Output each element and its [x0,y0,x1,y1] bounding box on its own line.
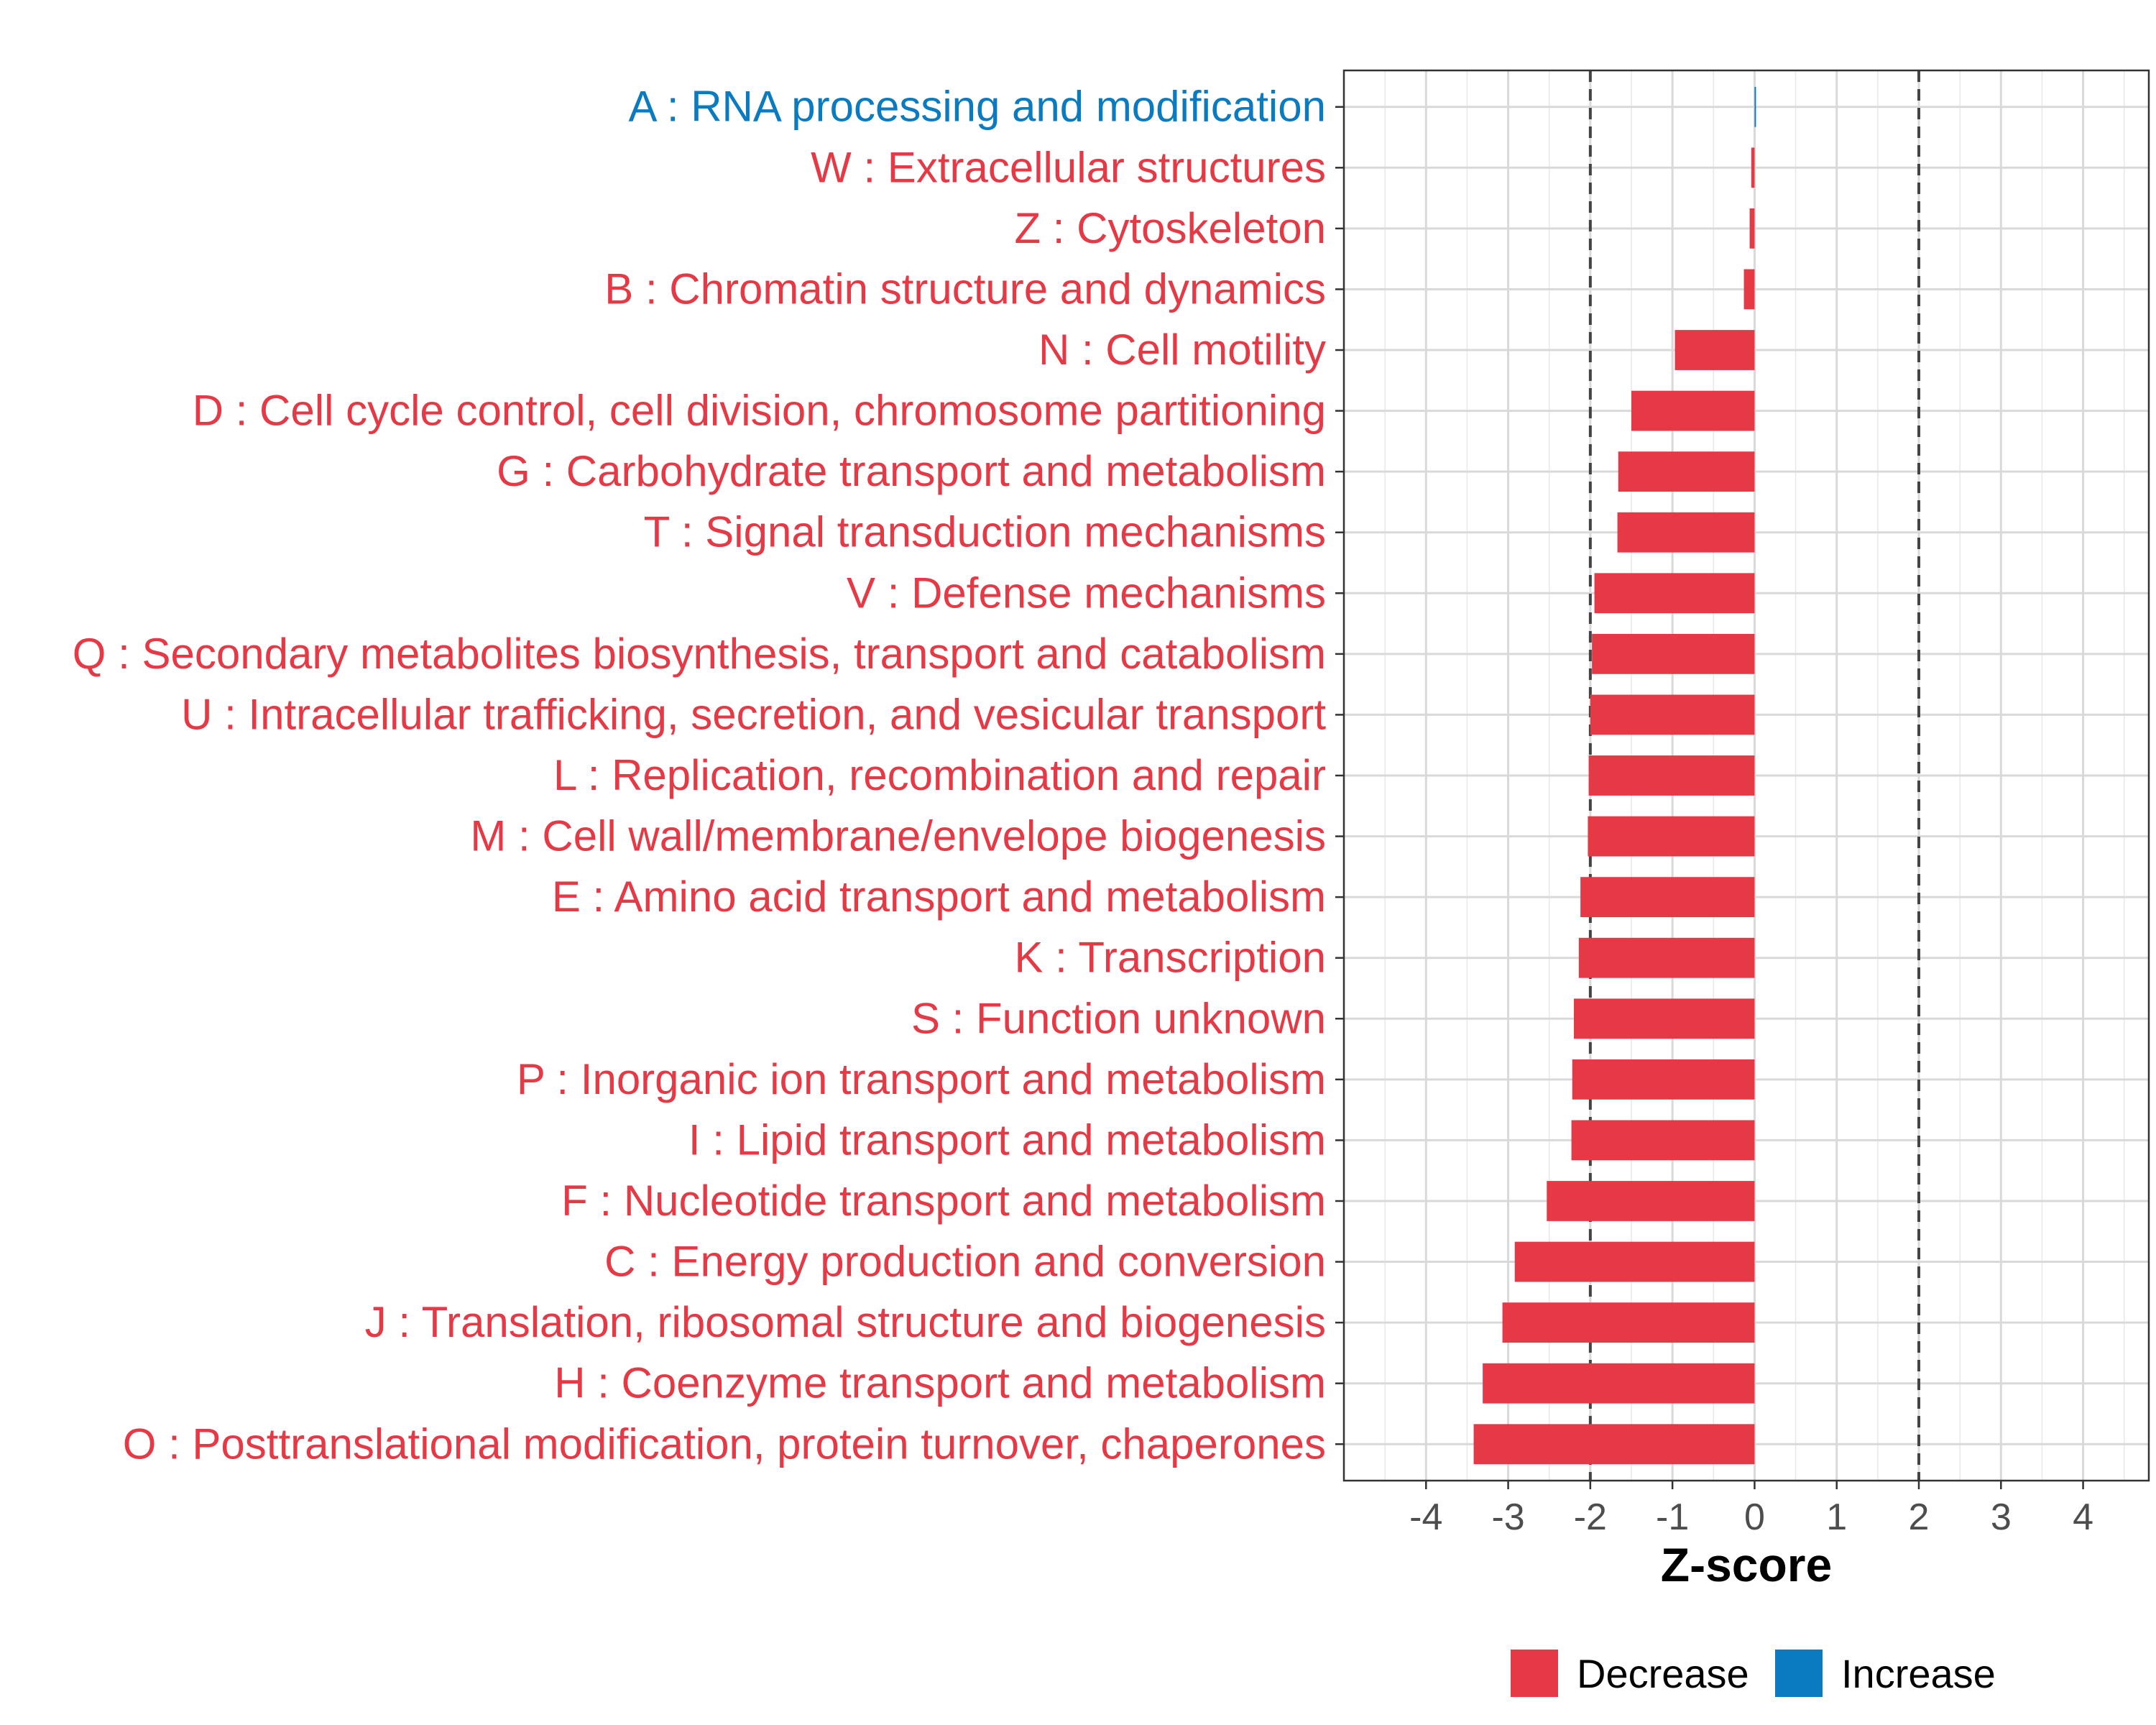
bar [1588,755,1755,796]
legend-swatch-decrease [1511,1650,1558,1697]
category-label: G : Carbohydrate transport and metabolis… [497,447,1326,495]
legend: Decrease Increase [1511,1650,1996,1697]
bar [1502,1302,1755,1343]
category-label: Q : Secondary metabolites biosynthesis, … [73,630,1326,678]
x-tick-label: 1 [1826,1496,1847,1538]
category-label: M : Cell wall/membrane/envelope biogenes… [470,812,1326,860]
x-tick-label: -3 [1491,1496,1524,1538]
bar [1580,877,1755,918]
x-tick-label: -1 [1656,1496,1689,1538]
bar [1514,1241,1755,1282]
x-tick-label: 2 [1909,1496,1930,1538]
category-label: H : Coenzyme transport and metabolism [554,1359,1326,1407]
category-label: A : RNA processing and modification [628,83,1326,131]
bar [1674,330,1755,370]
legend-label-increase: Increase [1841,1651,1996,1696]
reference-lines [1588,70,1920,1481]
category-label: L : Replication, recombination and repai… [553,751,1326,799]
bar [1588,816,1755,857]
bar [1590,694,1755,735]
category-label: C : Energy production and conversion [604,1238,1326,1286]
x-axis-ticks: -4 -3 -2 -1 0 1 2 3 4 [1409,1481,2093,1538]
category-label: D : Cell cycle control, cell division, c… [193,387,1326,435]
bar [1743,269,1755,310]
x-tick-label: -2 [1574,1496,1607,1538]
bar [1547,1181,1755,1221]
category-label: B : Chromatin structure and dynamics [604,264,1326,313]
bar [1574,998,1755,1039]
category-labels: A : RNA processing and modification W : E… [73,83,1344,1468]
bar [1594,573,1755,614]
category-label: P : Inorganic ion transport and metaboli… [517,1055,1326,1103]
category-label: V : Defense mechanisms [847,569,1326,617]
bar [1473,1424,1755,1465]
bar [1592,633,1755,674]
x-tick-label: 0 [1744,1496,1765,1538]
x-axis-title: Z-score [1661,1538,1832,1591]
category-label: N : Cell motility [1038,326,1326,374]
category-label: E : Amino acid transport and metabolism [552,873,1326,921]
category-label: F : Nucleotide transport and metabolism [561,1177,1326,1225]
bar [1572,1059,1755,1100]
category-label: T : Signal transduction mechanisms [644,508,1326,556]
x-tick-label: -4 [1409,1496,1442,1538]
category-label: Z : Cytoskeleton [1014,204,1326,252]
x-tick-label: 4 [2073,1496,2093,1538]
bar [1751,147,1755,188]
category-label: W : Extracellular structures [811,143,1326,191]
legend-label-decrease: Decrease [1577,1651,1749,1696]
bars [1473,86,1756,1465]
category-label: O : Posttranslational modification, prot… [123,1420,1326,1468]
bar [1749,208,1755,249]
legend-swatch-increase [1775,1650,1823,1697]
bar [1617,512,1755,553]
bar [1618,451,1755,492]
category-label: J : Translation, ribosomal structure and… [365,1298,1326,1346]
category-label: S : Function unknown [911,994,1326,1042]
bar [1631,390,1755,431]
category-label: I : Lipid transport and metabolism [688,1116,1326,1164]
category-label: U : Intracellular trafficking, secretion… [181,690,1326,738]
bar [1483,1363,1755,1404]
bar [1578,937,1755,978]
bar [1571,1120,1755,1161]
bar [1754,86,1756,127]
x-tick-label: 3 [1991,1496,2012,1538]
category-label: K : Transcription [1014,934,1326,982]
